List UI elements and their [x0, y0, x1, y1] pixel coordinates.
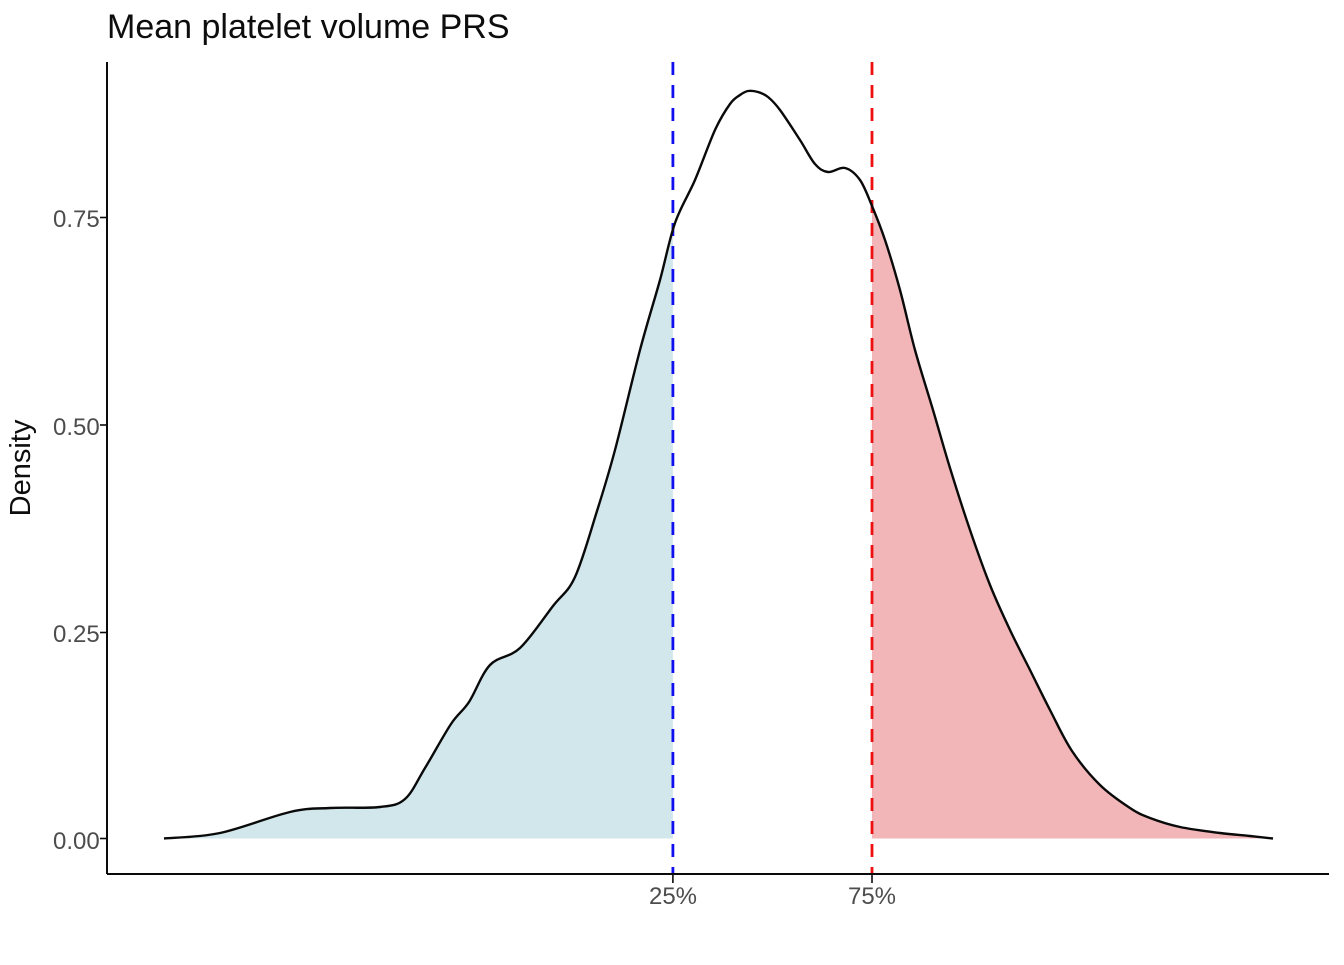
svg-text:Density: Density [5, 419, 37, 516]
